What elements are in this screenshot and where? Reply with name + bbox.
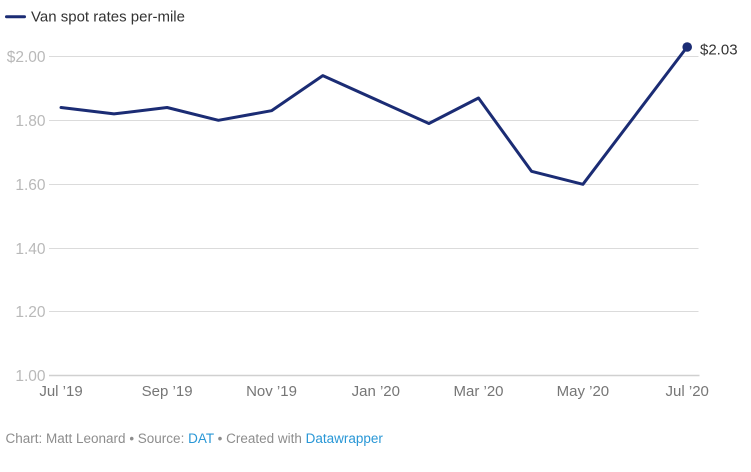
svg-text:1.80: 1.80 [15,113,46,130]
svg-text:Nov ’19: Nov ’19 [246,383,297,400]
svg-text:1.00: 1.00 [15,368,46,385]
svg-text:Mar ’20: Mar ’20 [453,383,503,400]
svg-text:Sep ’19: Sep ’19 [142,383,193,400]
svg-text:$2.00: $2.00 [7,49,46,66]
svg-text:Jul ’20: Jul ’20 [666,383,709,400]
svg-text:Jan ’20: Jan ’20 [352,383,400,400]
svg-text:$2.03: $2.03 [700,42,738,59]
svg-text:Van spot rates per-mile: Van spot rates per-mile [31,9,185,26]
svg-text:May ’20: May ’20 [557,383,610,400]
svg-text:1.40: 1.40 [15,241,46,258]
svg-text:1.20: 1.20 [15,304,46,321]
svg-text:Chart: Matt Leonard • Source:: Chart: Matt Leonard • Source: DAT • Crea… [6,431,384,446]
svg-text:Jul ’19: Jul ’19 [39,383,82,400]
svg-text:1.60: 1.60 [15,177,46,194]
